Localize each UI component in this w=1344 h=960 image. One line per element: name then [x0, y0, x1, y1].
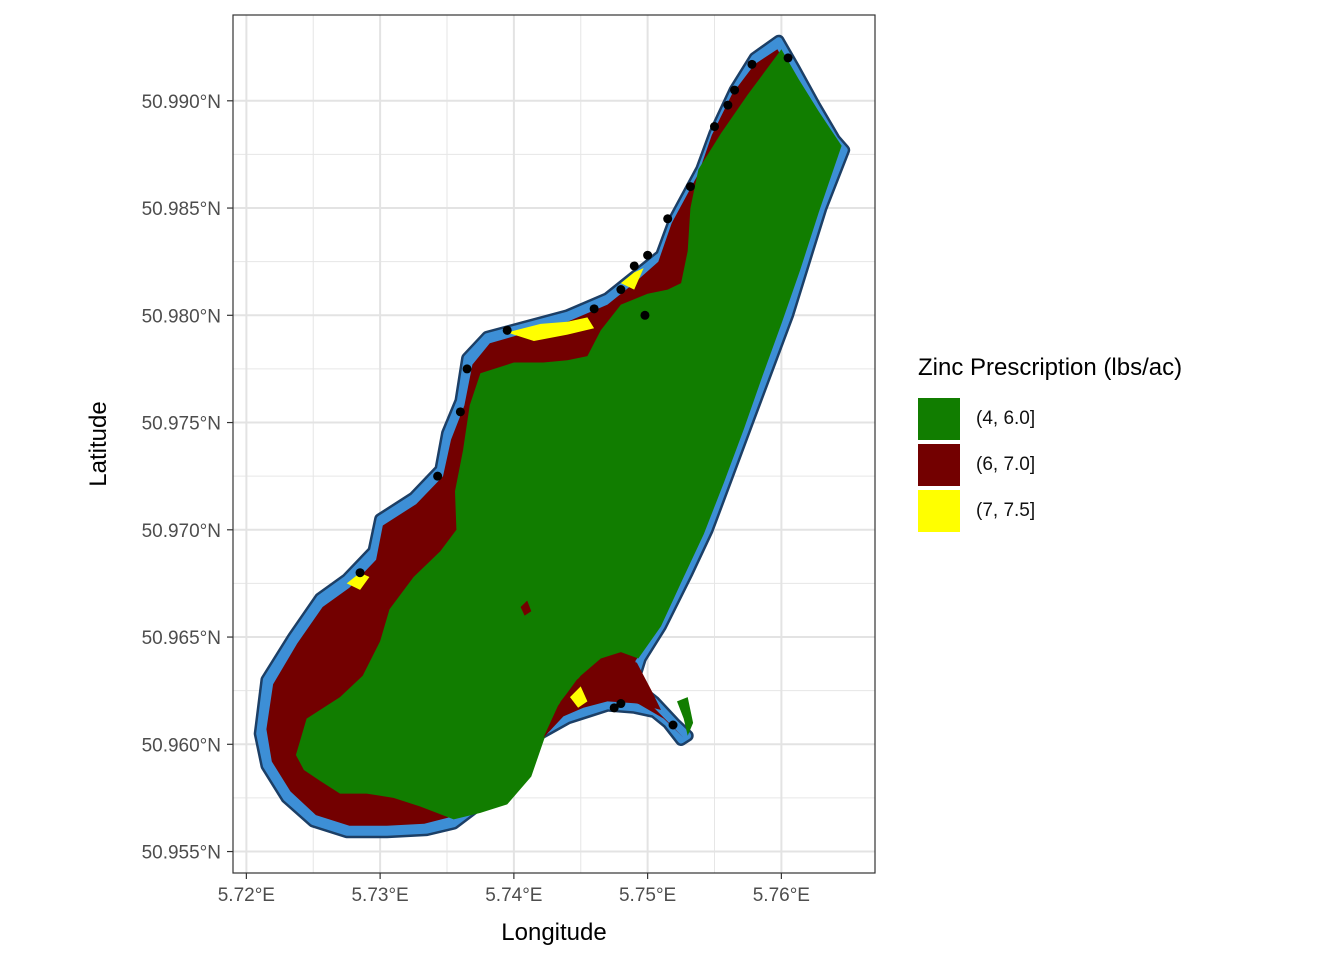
y-tick-label: 50.985°N: [142, 199, 221, 220]
y-axis-title: Latitude: [85, 401, 112, 486]
legend-swatch-darkred: [918, 444, 960, 486]
sample-point: [783, 53, 793, 63]
sample-point: [730, 85, 740, 95]
panel-border: [232, 14, 876, 874]
sample-point: [668, 720, 678, 730]
sample-point: [629, 261, 639, 271]
y-tick-label: 50.960°N: [142, 735, 221, 756]
sample-point: [609, 703, 619, 713]
x-tick-label: 5.73°E: [351, 885, 408, 906]
sample-point: [455, 407, 465, 417]
y-tick-label: 50.955°N: [142, 843, 221, 864]
sample-point: [685, 182, 695, 192]
sample-point: [723, 100, 733, 110]
x-tick-label: 5.72°E: [218, 885, 275, 906]
zone-6-7-south: [543, 656, 661, 738]
sample-point: [640, 310, 650, 320]
sample-point: [663, 214, 673, 224]
legend-label: (6, 7.0]: [976, 454, 1036, 475]
y-tick-label: 50.990°N: [142, 92, 221, 113]
x-tick-label: 5.75°E: [619, 885, 676, 906]
sample-point: [589, 304, 599, 314]
zone-4-6-tip: [677, 697, 694, 736]
y-tick-label: 50.965°N: [142, 628, 221, 649]
sample-point: [616, 699, 626, 709]
zone-7-7-5: [620, 268, 644, 290]
y-tick-label: 50.975°N: [142, 414, 221, 435]
zone-4-6: [295, 49, 842, 820]
legend-label: (7, 7.5]: [976, 500, 1036, 521]
y-tick-label: 50.980°N: [142, 306, 221, 327]
sample-point: [616, 285, 626, 295]
x-tick-label: 5.76°E: [753, 885, 810, 906]
zone-6-7-spot: [520, 600, 532, 616]
sample-point: [710, 122, 719, 132]
zone-7-7-5: [507, 317, 595, 341]
legend-item-green: (4, 6.0]: [918, 396, 1182, 442]
legend-swatch-yellow: [918, 490, 960, 532]
zone-7-7-5: [570, 686, 588, 708]
sample-point: [355, 568, 365, 578]
axis-ticks: 5.72°E 5.73°E 5.74°E 5.75°E 5.76°E 50.955°N 50…: [142, 92, 810, 906]
x-axis-title: Longitude: [501, 919, 606, 946]
sample-point: [462, 364, 472, 374]
legend: Zinc Prescription (lbs/ac) (4, 6.0] (6, …: [918, 354, 1182, 534]
sample-point: [433, 471, 443, 481]
legend-swatch-green: [918, 398, 960, 440]
sample-point: [747, 59, 757, 69]
sample-points: [355, 53, 793, 730]
legend-title: Zinc Prescription (lbs/ac): [918, 354, 1183, 381]
prescription-zones: [266, 49, 842, 826]
legend-label: (4, 6.0]: [976, 408, 1036, 429]
legend-item-yellow: (7, 7.5]: [918, 488, 1182, 534]
zone-7-7-5: [346, 572, 370, 590]
x-tick-label: 5.74°E: [485, 885, 542, 906]
sample-point: [502, 325, 512, 335]
y-tick-label: 50.970°N: [142, 521, 221, 542]
legend-item-darkred: (6, 7.0]: [918, 442, 1182, 488]
sample-point: [643, 250, 653, 260]
